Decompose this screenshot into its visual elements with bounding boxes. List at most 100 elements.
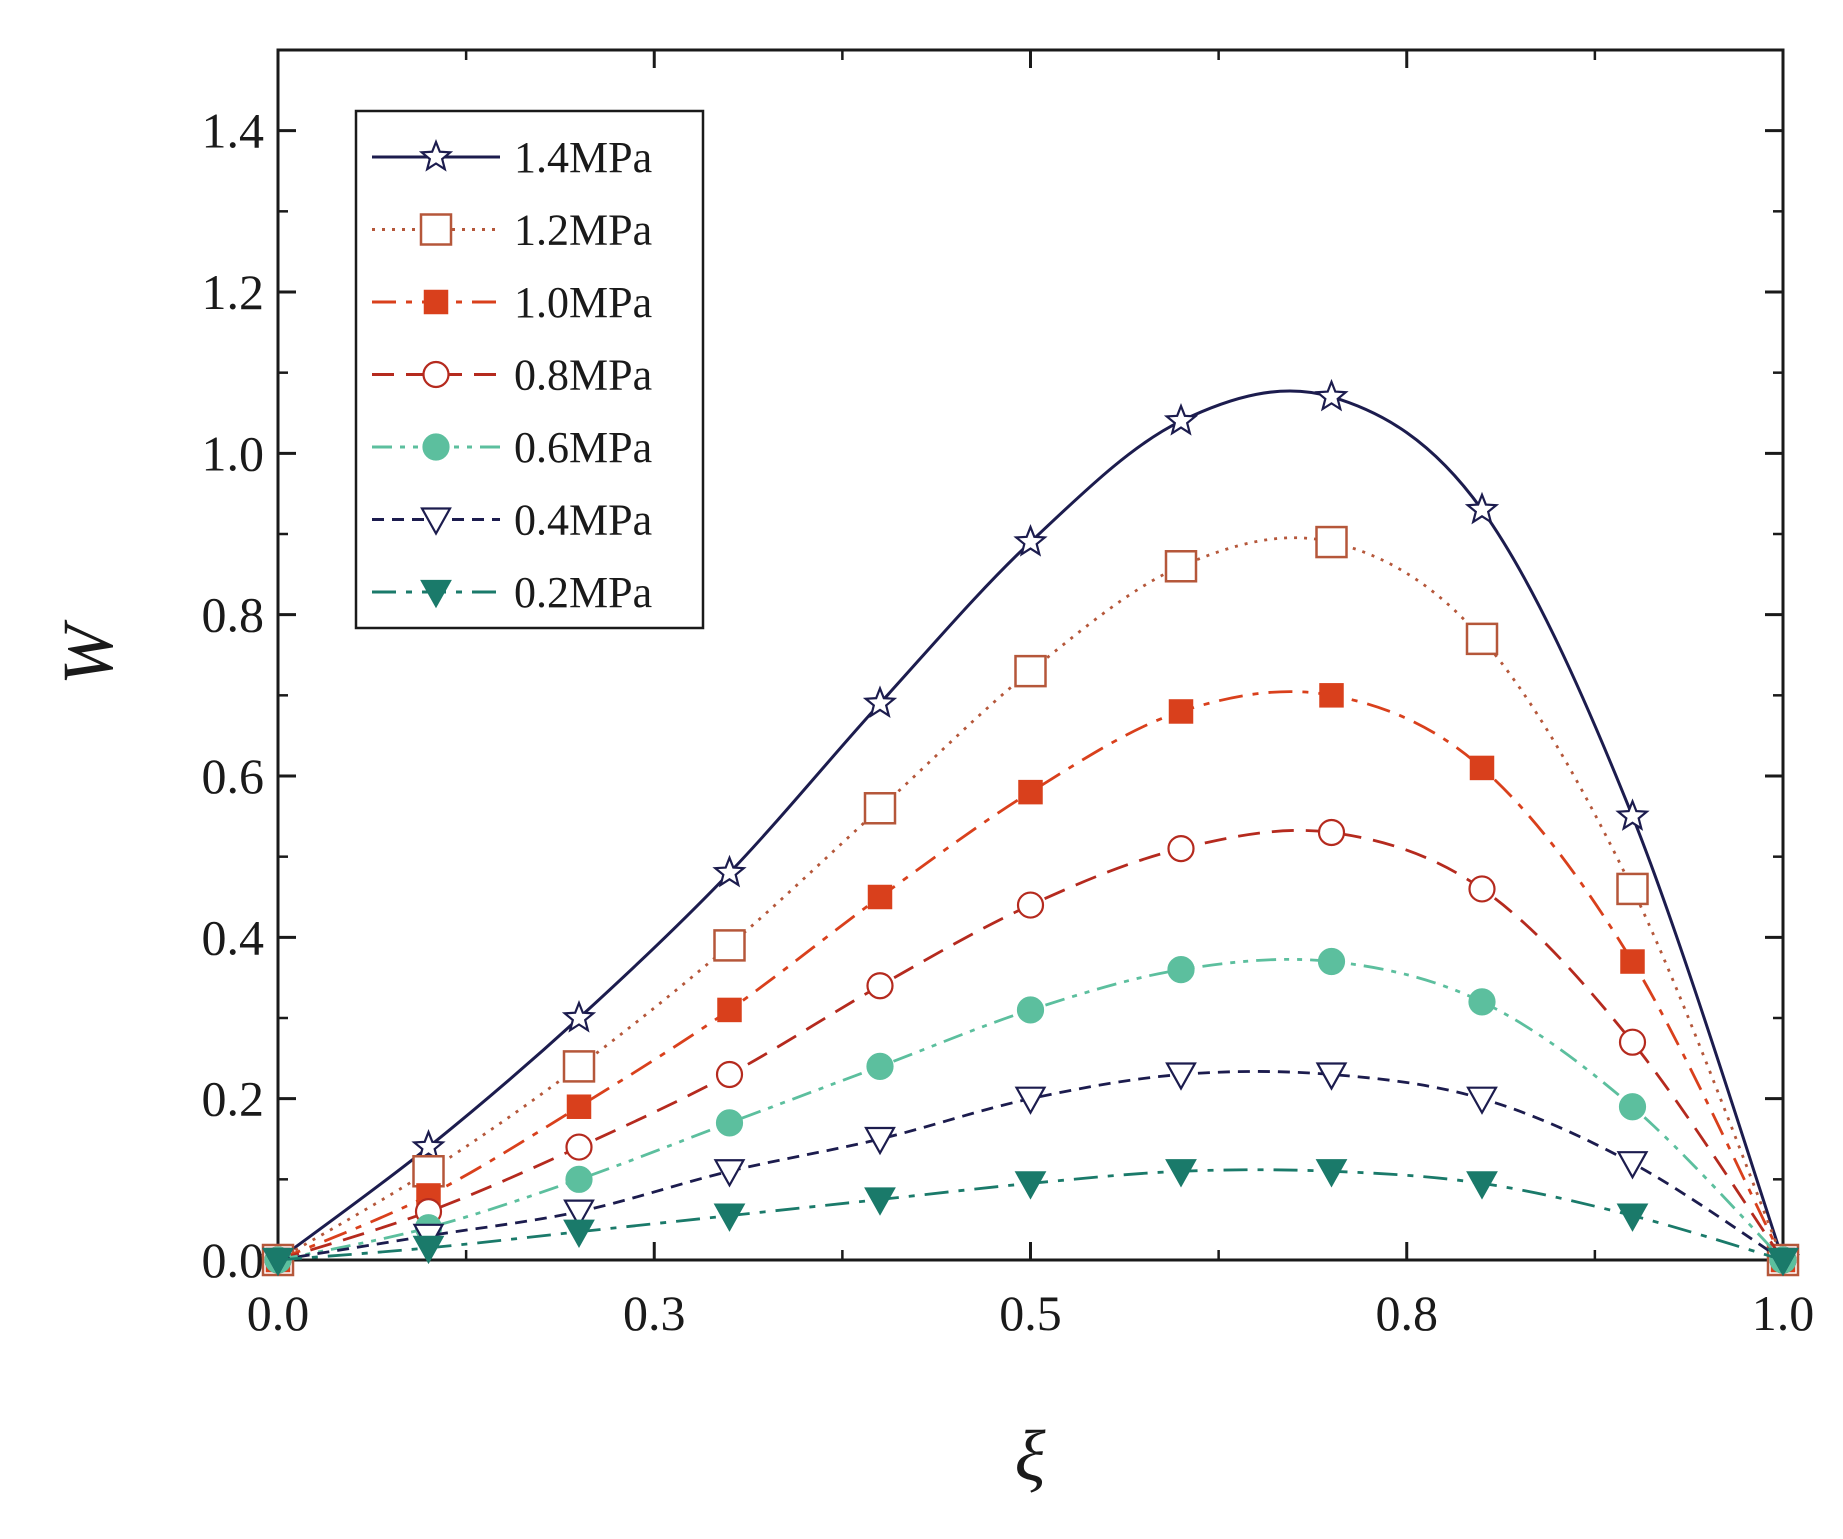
- data-point: [1618, 1093, 1647, 1121]
- legend-item: 0.2MPa: [372, 568, 652, 617]
- data-point: [1014, 1086, 1047, 1115]
- data-point: [1165, 1062, 1197, 1091]
- data-point: [1315, 1159, 1348, 1188]
- data-point: [1165, 1159, 1197, 1188]
- legend-marker: [422, 360, 450, 389]
- legend-item: 0.8MPa: [372, 351, 652, 400]
- data-point: [864, 1126, 896, 1156]
- data-point: [1618, 1028, 1647, 1056]
- data-point: [565, 1133, 593, 1161]
- legend-marker: [420, 579, 452, 609]
- data-point: [1315, 525, 1348, 559]
- legend-item: 0.6MPa: [372, 423, 652, 472]
- data-point: [1468, 988, 1496, 1016]
- data-point: [1013, 524, 1048, 557]
- legend-label: 1.2MPa: [514, 206, 652, 255]
- data-point: [565, 1165, 593, 1193]
- y-tick-label: 0.2: [202, 1071, 265, 1127]
- data-point: [1767, 1247, 1799, 1277]
- data-point: [715, 1109, 744, 1137]
- data-point: [262, 1247, 294, 1277]
- legend-item: 0.4MPa: [372, 496, 652, 545]
- legend-item: 1.4MPa: [372, 133, 652, 182]
- data-point: [411, 1129, 446, 1162]
- data-point: [1168, 699, 1194, 724]
- data-point: [717, 997, 742, 1023]
- data-point: [1464, 491, 1500, 525]
- x-tick-label: 0.3: [623, 1285, 686, 1341]
- data-point: [1014, 1171, 1047, 1200]
- y-tick-label: 1.4: [202, 103, 265, 159]
- x-tick-label: 0.5: [999, 1285, 1062, 1341]
- data-point: [1466, 1171, 1498, 1200]
- data-point: [1167, 955, 1195, 984]
- series-0.8MPa: [264, 818, 1797, 1274]
- series-0.6MPa: [264, 947, 1797, 1274]
- legend-label: 0.6MPa: [514, 423, 652, 472]
- x-axis-label: ξ: [1015, 1416, 1046, 1496]
- x-tick-label: 0.0: [247, 1285, 310, 1341]
- data-point: [713, 1159, 746, 1188]
- data-point: [1465, 622, 1499, 656]
- data-point: [1469, 755, 1495, 781]
- data-point: [1315, 1062, 1348, 1091]
- data-point: [1466, 1086, 1498, 1115]
- series-0.2MPa: [262, 1159, 1799, 1277]
- y-axis-label: W: [48, 619, 128, 685]
- data-point: [1616, 1151, 1649, 1180]
- data-point: [1016, 891, 1045, 919]
- legend-marker: [419, 213, 453, 246]
- legend-item: 1.2MPa: [372, 206, 652, 255]
- data-point: [864, 1187, 896, 1216]
- data-point: [1319, 683, 1344, 708]
- legend-label: 1.4MPa: [514, 133, 652, 182]
- legend: 1.4MPa 1.2MPa 1.0MPa 0.8MPa 0.6MPa 0.4MPa 0.2M…: [354, 109, 705, 630]
- data-point: [1317, 818, 1346, 847]
- data-point: [712, 854, 747, 888]
- data-point: [1615, 798, 1650, 831]
- data-point: [1620, 949, 1645, 974]
- data-point: [563, 1219, 595, 1249]
- axis-ticks: 0.0 0.3 0.5 0.8 1.0 0.0 0.2 0.4 0.6 0.8 1.0 1.2 1.4: [202, 48, 1815, 1341]
- series-line: [277, 536, 1785, 1262]
- data-point: [867, 884, 893, 910]
- legend-label: 1.0MPa: [514, 278, 652, 327]
- data-point: [1468, 875, 1496, 903]
- data-point: [713, 929, 746, 962]
- legend-box: [354, 109, 705, 630]
- legend-marker: [418, 138, 454, 172]
- legend-marker: [420, 507, 452, 536]
- data-point: [562, 1050, 596, 1083]
- data-point: [1016, 996, 1045, 1024]
- data-point: [412, 1235, 445, 1265]
- legend-label: 0.4MPa: [514, 496, 652, 545]
- y-tick-label: 1.0: [202, 425, 265, 481]
- data-point: [715, 1060, 744, 1089]
- data-point: [566, 1094, 592, 1119]
- y-tick-label: 0.8: [202, 587, 265, 643]
- series-line: [277, 829, 1785, 1262]
- y-tick-label: 0.6: [202, 748, 265, 804]
- series-line: [277, 690, 1785, 1262]
- data-point: [563, 1199, 595, 1228]
- data-point: [1164, 550, 1198, 583]
- data-point: [866, 1052, 894, 1081]
- data-point: [1317, 947, 1346, 976]
- legend-label: 0.2MPa: [514, 568, 652, 617]
- data-point: [1616, 872, 1649, 906]
- data-point: [1616, 1203, 1649, 1232]
- series-line: [277, 389, 1785, 1262]
- x-tick-label: 0.8: [1376, 1285, 1439, 1341]
- y-tick-label: 1.2: [202, 264, 265, 320]
- data-point: [1014, 654, 1047, 688]
- x-tick-label: 1.0: [1752, 1285, 1815, 1341]
- data-point: [713, 1203, 746, 1232]
- data-point: [412, 1155, 445, 1188]
- data-point: [1167, 834, 1195, 863]
- legend-label: 0.8MPa: [514, 351, 652, 400]
- data-point: [863, 792, 897, 825]
- legend-marker: [422, 433, 450, 461]
- data-point: [862, 685, 898, 718]
- y-tick-label: 0.4: [202, 909, 265, 965]
